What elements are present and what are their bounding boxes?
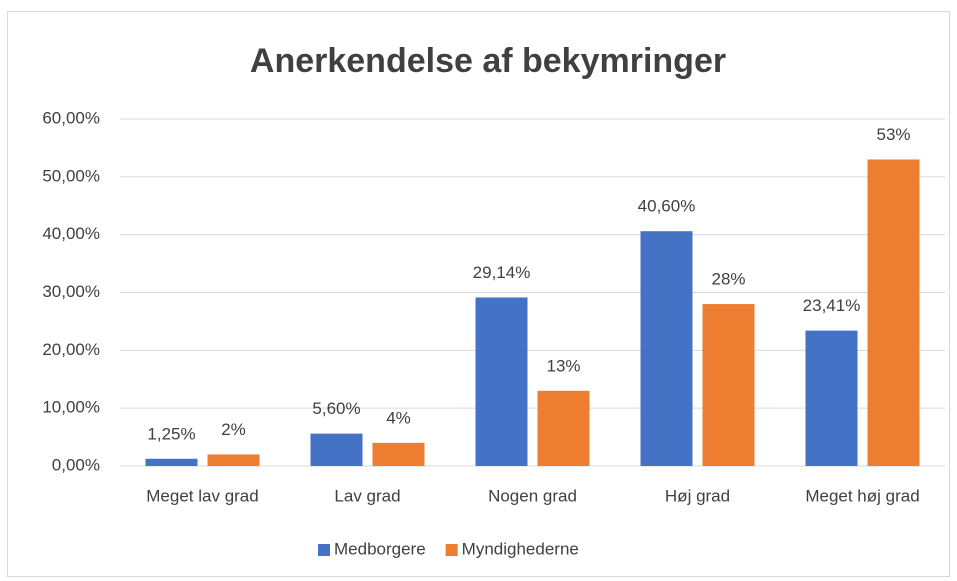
bar bbox=[310, 433, 363, 466]
data-label: 23,41% bbox=[803, 296, 861, 315]
y-tick-label: 50,00% bbox=[42, 166, 100, 185]
y-tick-label: 20,00% bbox=[42, 340, 100, 359]
y-tick-label: 60,00% bbox=[42, 108, 100, 127]
bar bbox=[372, 442, 425, 466]
bar bbox=[145, 458, 198, 466]
legend-swatch bbox=[318, 544, 330, 556]
x-tick-label: Lav grad bbox=[334, 486, 400, 505]
legend-label: Myndighederne bbox=[462, 539, 579, 558]
data-label: 53% bbox=[876, 125, 910, 144]
y-tick-label: 40,00% bbox=[42, 224, 100, 243]
legend-swatch bbox=[445, 544, 458, 556]
data-label: 40,60% bbox=[638, 197, 696, 216]
data-label: 1,25% bbox=[147, 424, 195, 443]
data-label: 2% bbox=[221, 420, 246, 439]
x-tick-label: Meget lav grad bbox=[146, 486, 258, 505]
x-tick-label: Nogen grad bbox=[488, 486, 577, 505]
bar bbox=[537, 390, 590, 466]
chart-title: Anerkendelse af bekymringer bbox=[250, 42, 726, 80]
legend-label: Medborgere bbox=[334, 539, 426, 558]
x-tick-label: Meget høj grad bbox=[805, 486, 919, 505]
x-tick-label: Høj grad bbox=[665, 486, 730, 505]
bar bbox=[805, 330, 858, 466]
y-tick-label: 10,00% bbox=[42, 398, 100, 417]
bar bbox=[475, 297, 528, 466]
bar bbox=[640, 231, 693, 466]
bar bbox=[867, 159, 920, 466]
data-label: 5,60% bbox=[312, 399, 360, 418]
bar bbox=[207, 454, 260, 466]
y-tick-label: 0,00% bbox=[52, 455, 100, 474]
bar bbox=[702, 304, 755, 466]
data-label: 29,14% bbox=[473, 263, 531, 282]
data-label: 28% bbox=[711, 270, 745, 289]
data-label: 4% bbox=[386, 408, 411, 427]
chart-border bbox=[7, 11, 950, 577]
data-label: 13% bbox=[546, 356, 580, 375]
y-tick-label: 30,00% bbox=[42, 282, 100, 301]
